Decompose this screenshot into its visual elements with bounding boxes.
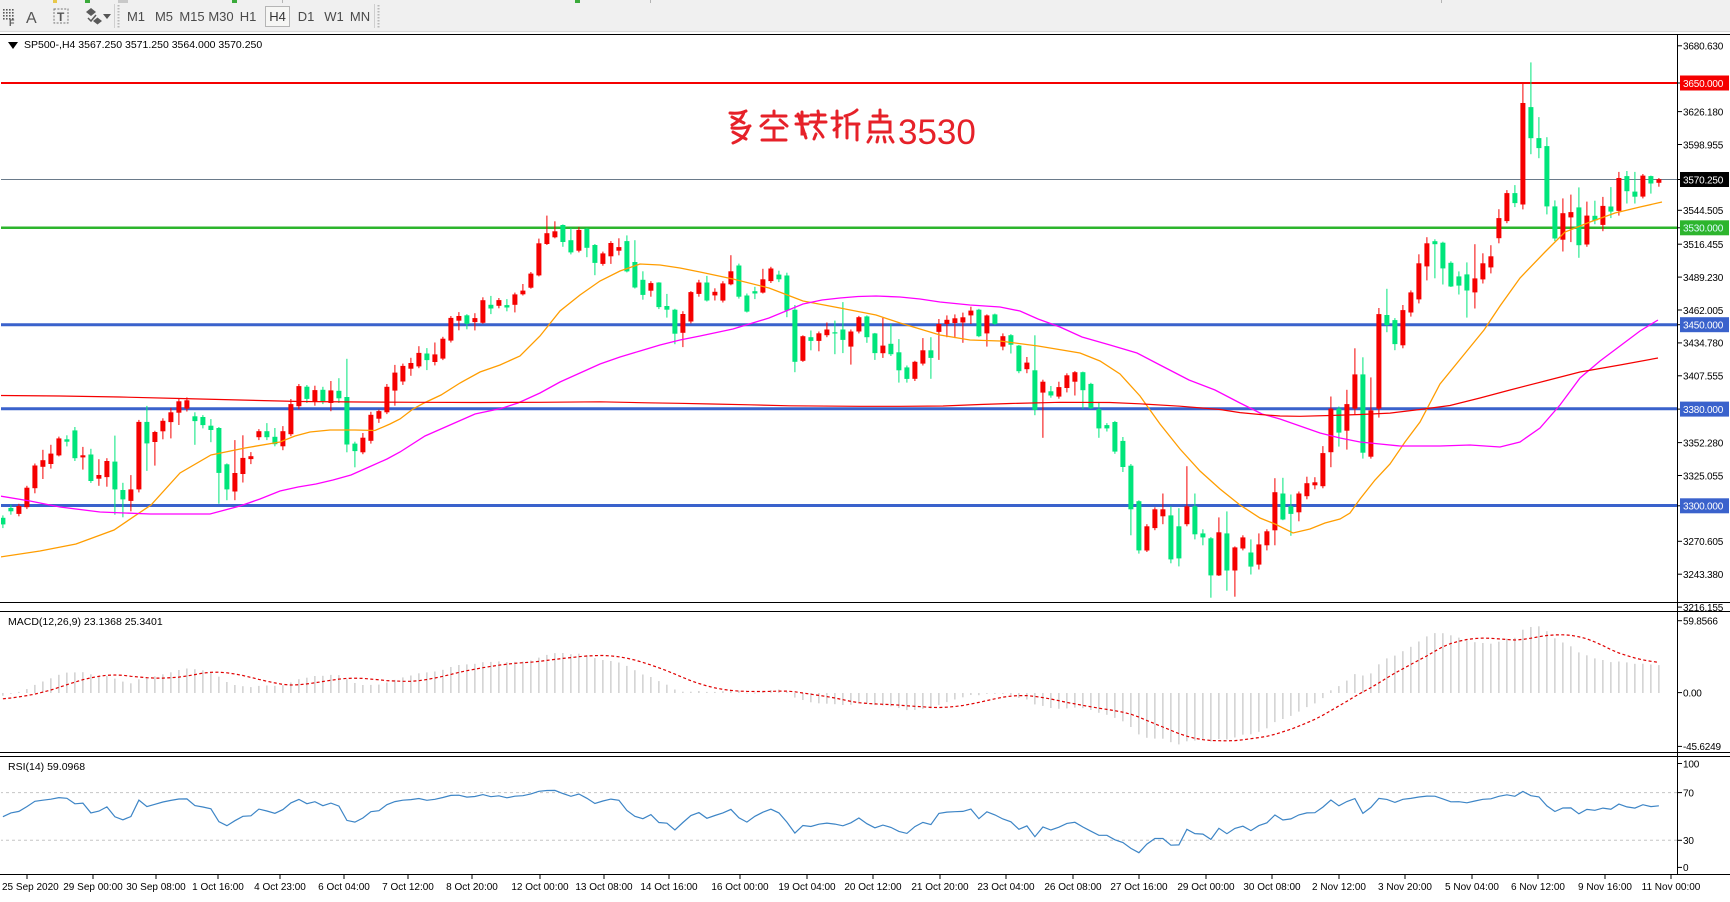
svg-text:3450.000: 3450.000 xyxy=(1683,321,1724,332)
svg-text:3407.555: 3407.555 xyxy=(1683,372,1724,383)
svg-text:3650.000: 3650.000 xyxy=(1683,79,1724,90)
svg-text:M15: M15 xyxy=(179,9,204,24)
svg-text:M5: M5 xyxy=(155,9,173,24)
svg-text:26 Oct 08:00: 26 Oct 08:00 xyxy=(1044,882,1102,893)
svg-text:59.8566: 59.8566 xyxy=(1683,617,1718,628)
svg-text:3530.000: 3530.000 xyxy=(1683,224,1724,235)
svg-text:3530: 3530 xyxy=(898,113,976,150)
svg-text:3462.005: 3462.005 xyxy=(1683,306,1724,317)
svg-text:H1: H1 xyxy=(240,9,257,24)
svg-text:SP500-,H4 3567.250 3571.250 3: SP500-,H4 3567.250 3571.250 3564.000 357… xyxy=(24,39,262,51)
svg-text:A: A xyxy=(26,10,37,27)
svg-text:MACD(12,26,9) 23.1368 25.3401: MACD(12,26,9) 23.1368 25.3401 xyxy=(8,616,163,628)
svg-text:MN: MN xyxy=(350,9,370,24)
svg-text:3216.155: 3216.155 xyxy=(1683,603,1724,614)
svg-text:3434.780: 3434.780 xyxy=(1683,339,1724,350)
svg-text:100: 100 xyxy=(1683,759,1700,770)
svg-text:D1: D1 xyxy=(298,9,315,24)
svg-text:19 Oct 04:00: 19 Oct 04:00 xyxy=(778,882,836,893)
svg-text:-45.6249: -45.6249 xyxy=(1683,742,1722,753)
svg-text:3 Nov 20:00: 3 Nov 20:00 xyxy=(1378,882,1432,893)
svg-text:30 Oct 08:00: 30 Oct 08:00 xyxy=(1243,882,1301,893)
svg-text:11 Nov 00:00: 11 Nov 00:00 xyxy=(1642,882,1701,893)
svg-text:20 Oct 12:00: 20 Oct 12:00 xyxy=(844,882,902,893)
svg-text:5 Nov 04:00: 5 Nov 04:00 xyxy=(1445,882,1499,893)
svg-text:4 Oct 23:00: 4 Oct 23:00 xyxy=(254,882,306,893)
svg-text:2 Nov 12:00: 2 Nov 12:00 xyxy=(1312,882,1366,893)
svg-text:14 Oct 16:00: 14 Oct 16:00 xyxy=(640,882,698,893)
svg-text:0: 0 xyxy=(1683,863,1689,874)
svg-text:29 Oct 00:00: 29 Oct 00:00 xyxy=(1177,882,1235,893)
svg-text:70: 70 xyxy=(1683,788,1694,799)
svg-text:3544.505: 3544.505 xyxy=(1683,206,1724,217)
svg-text:M1: M1 xyxy=(127,9,145,24)
svg-text:27 Oct 16:00: 27 Oct 16:00 xyxy=(1110,882,1168,893)
svg-text:3598.955: 3598.955 xyxy=(1683,140,1724,151)
svg-text:6 Nov 12:00: 6 Nov 12:00 xyxy=(1511,882,1565,893)
svg-text:F: F xyxy=(9,18,15,28)
svg-text:0.00: 0.00 xyxy=(1683,688,1702,699)
svg-text:12 Oct 00:00: 12 Oct 00:00 xyxy=(511,882,569,893)
svg-text:W1: W1 xyxy=(324,9,344,24)
svg-text:23 Oct 04:00: 23 Oct 04:00 xyxy=(977,882,1035,893)
svg-text:3570.250: 3570.250 xyxy=(1683,175,1724,186)
svg-text:13 Oct 08:00: 13 Oct 08:00 xyxy=(575,882,633,893)
svg-text:3680.630: 3680.630 xyxy=(1683,42,1724,53)
svg-text:25 Sep 2020: 25 Sep 2020 xyxy=(2,882,59,893)
svg-text:21 Oct 20:00: 21 Oct 20:00 xyxy=(911,882,969,893)
svg-text:RSI(14) 59.0968: RSI(14) 59.0968 xyxy=(8,761,85,773)
svg-text:30: 30 xyxy=(1683,836,1694,847)
svg-text:3270.605: 3270.605 xyxy=(1683,537,1724,548)
svg-text:3626.180: 3626.180 xyxy=(1683,107,1724,118)
svg-text:3489.230: 3489.230 xyxy=(1683,273,1724,284)
svg-text:H4: H4 xyxy=(269,9,286,24)
svg-text:7 Oct 12:00: 7 Oct 12:00 xyxy=(382,882,434,893)
svg-text:29 Sep 00:00: 29 Sep 00:00 xyxy=(63,882,123,893)
svg-text:3380.000: 3380.000 xyxy=(1683,405,1724,416)
svg-text:1 Oct 16:00: 1 Oct 16:00 xyxy=(192,882,244,893)
svg-text:T: T xyxy=(57,10,65,24)
svg-text:16 Oct 00:00: 16 Oct 00:00 xyxy=(711,882,769,893)
svg-text:3352.280: 3352.280 xyxy=(1683,438,1724,449)
svg-text:9 Nov 16:00: 9 Nov 16:00 xyxy=(1578,882,1632,893)
svg-text:M30: M30 xyxy=(208,9,233,24)
svg-text:3243.380: 3243.380 xyxy=(1683,570,1724,581)
svg-text:3325.055: 3325.055 xyxy=(1683,471,1724,482)
svg-text:8 Oct 20:00: 8 Oct 20:00 xyxy=(446,882,498,893)
svg-text:6 Oct 04:00: 6 Oct 04:00 xyxy=(318,882,370,893)
svg-text:30 Sep 08:00: 30 Sep 08:00 xyxy=(126,882,186,893)
svg-text:3300.000: 3300.000 xyxy=(1683,502,1724,513)
svg-text:3516.455: 3516.455 xyxy=(1683,240,1724,251)
